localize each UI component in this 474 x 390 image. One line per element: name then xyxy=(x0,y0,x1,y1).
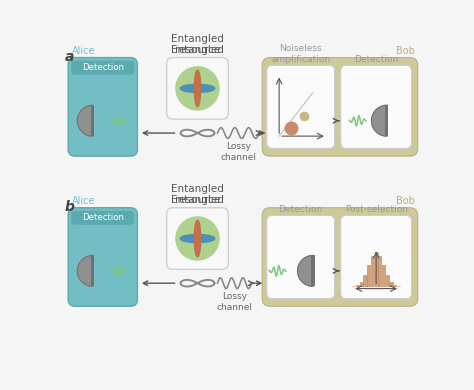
Bar xyxy=(91,105,94,136)
Text: Detection: Detection xyxy=(82,213,124,222)
FancyBboxPatch shape xyxy=(167,208,228,269)
Bar xyxy=(386,275,389,286)
Text: Detection: Detection xyxy=(354,55,398,64)
Bar xyxy=(364,275,366,286)
Text: Alice: Alice xyxy=(72,196,95,206)
Bar xyxy=(91,255,94,286)
Bar xyxy=(393,285,396,286)
Polygon shape xyxy=(372,105,387,136)
Ellipse shape xyxy=(180,234,215,243)
Text: Detection: Detection xyxy=(82,63,124,72)
FancyBboxPatch shape xyxy=(68,58,137,156)
Bar xyxy=(311,255,315,286)
FancyBboxPatch shape xyxy=(267,215,335,299)
Bar xyxy=(374,252,378,286)
Text: Post-selection: Post-selection xyxy=(345,205,408,214)
Ellipse shape xyxy=(194,70,201,107)
Text: Bob: Bob xyxy=(396,196,415,206)
Ellipse shape xyxy=(194,220,201,257)
Text: Entangled
resource: Entangled resource xyxy=(171,34,224,55)
FancyBboxPatch shape xyxy=(267,65,335,149)
FancyBboxPatch shape xyxy=(71,61,134,74)
Bar xyxy=(390,282,392,286)
FancyBboxPatch shape xyxy=(341,65,411,149)
FancyBboxPatch shape xyxy=(71,211,134,225)
Bar xyxy=(360,282,363,286)
Bar xyxy=(367,265,370,286)
Circle shape xyxy=(176,217,219,260)
Text: Entangled: Entangled xyxy=(171,195,224,206)
Bar xyxy=(356,285,359,286)
Ellipse shape xyxy=(180,84,215,92)
Polygon shape xyxy=(77,105,93,136)
Bar xyxy=(382,265,385,286)
Text: Entangled
resource: Entangled resource xyxy=(171,184,224,206)
Bar xyxy=(378,256,382,286)
Text: Lossy
channel: Lossy channel xyxy=(217,292,253,312)
Text: Bob: Bob xyxy=(396,46,415,56)
FancyBboxPatch shape xyxy=(262,58,418,156)
Text: Lossy
channel: Lossy channel xyxy=(220,142,256,162)
Polygon shape xyxy=(77,255,93,286)
Polygon shape xyxy=(298,255,313,286)
Circle shape xyxy=(176,67,219,110)
Text: Alice: Alice xyxy=(72,46,95,56)
Bar xyxy=(385,105,389,136)
Text: b: b xyxy=(65,200,75,214)
Text: Detection: Detection xyxy=(279,205,323,214)
Bar xyxy=(371,256,374,286)
FancyBboxPatch shape xyxy=(341,215,411,299)
Text: a: a xyxy=(65,50,74,64)
Text: Entangled: Entangled xyxy=(171,45,224,55)
FancyBboxPatch shape xyxy=(262,208,418,306)
Text: Noiseless
amplification: Noiseless amplification xyxy=(271,44,330,64)
FancyBboxPatch shape xyxy=(68,208,137,306)
FancyBboxPatch shape xyxy=(167,58,228,119)
